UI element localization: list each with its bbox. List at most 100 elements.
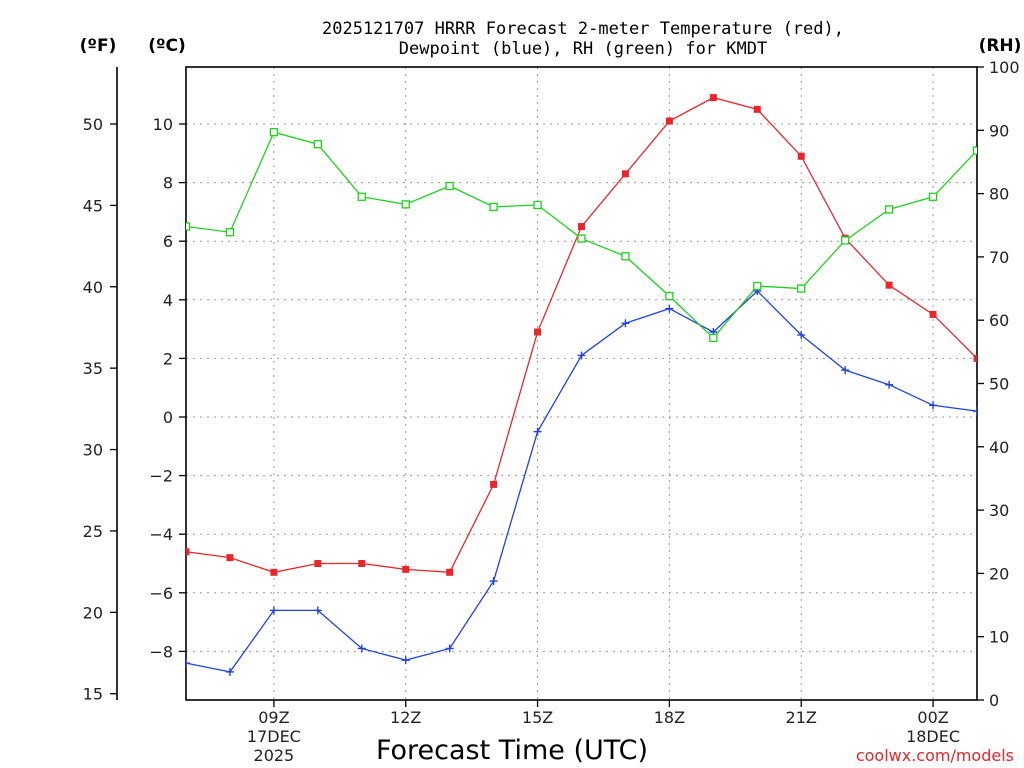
rh-point xyxy=(709,333,718,343)
dewpoint-point xyxy=(269,606,278,615)
tick-labels: 1086420−2−4−6−85045403530252015100908070… xyxy=(83,58,1020,765)
fahrenheit-tick-label: 15 xyxy=(83,685,103,704)
rh-tick-label: 0 xyxy=(989,691,999,710)
temperature-point xyxy=(314,560,322,567)
rh-point xyxy=(665,291,674,301)
rh-tick-label: 100 xyxy=(989,58,1020,77)
x-tick-date-label: 17DEC xyxy=(247,727,301,746)
x-tick-date-label: 18DEC xyxy=(906,727,960,746)
rh-tick-label: 60 xyxy=(989,311,1009,330)
fahrenheit-tick-label: 20 xyxy=(83,603,103,622)
dewpoint-point xyxy=(357,644,366,653)
x-axis-label: Forecast Time (UTC) xyxy=(376,735,648,766)
rh-point xyxy=(186,222,191,231)
dewpoint-point xyxy=(401,656,410,665)
rh-tick-label: 80 xyxy=(989,185,1009,204)
rh-tick-label: 40 xyxy=(989,438,1009,457)
temperature-point xyxy=(446,568,454,576)
rh-point xyxy=(577,234,586,243)
temperature-point xyxy=(973,354,977,362)
x-tick-label: 15Z xyxy=(522,708,553,727)
rh-series xyxy=(186,128,977,343)
grid-lines xyxy=(186,67,977,700)
rh-unit-label: (RH) xyxy=(979,36,1022,56)
temperature-point xyxy=(885,281,893,289)
x-tick-label: 09Z xyxy=(258,708,289,727)
celsius-tick-label: 0 xyxy=(163,408,173,427)
temperature-point xyxy=(226,554,234,562)
rh-point xyxy=(357,192,366,201)
dewpoint-point xyxy=(313,606,322,615)
rh-point xyxy=(313,140,322,149)
rh-point xyxy=(972,146,977,155)
celsius-tick-label: −6 xyxy=(149,584,173,603)
x-tick-label: 12Z xyxy=(390,708,421,727)
temperature-point xyxy=(358,560,366,567)
dewpoint-series xyxy=(186,287,977,676)
celsius-tick-label: −8 xyxy=(149,642,173,661)
dewpoint-point xyxy=(973,407,977,416)
celsius-tick-label: −4 xyxy=(149,525,173,544)
axes xyxy=(116,66,978,701)
temperature-line xyxy=(186,96,977,573)
x-tick-label: 18Z xyxy=(654,708,685,727)
temperature-series xyxy=(186,94,977,576)
temperature-point xyxy=(621,170,629,178)
celsius-tick-label: 10 xyxy=(153,115,173,134)
rh-point xyxy=(841,236,850,245)
temperature-point xyxy=(929,310,937,318)
fahrenheit-tick-label: 45 xyxy=(83,196,103,215)
rh-point xyxy=(533,200,542,210)
plot-frame xyxy=(185,66,978,701)
fahrenheit-tick-label: 30 xyxy=(83,441,103,460)
dewpoint-point xyxy=(577,351,586,360)
data-series xyxy=(186,94,977,676)
celsius-tick-label: 8 xyxy=(163,174,173,193)
fahrenheit-tick-label: 50 xyxy=(83,115,103,134)
x-tick-label: 00Z xyxy=(917,708,948,727)
dewpoint-point xyxy=(445,644,454,653)
dewpoint-point xyxy=(533,427,542,436)
temperature-point xyxy=(578,223,585,231)
x-tick-year-label: 2025 xyxy=(254,746,295,765)
rh-point xyxy=(797,284,806,293)
rh-point xyxy=(401,200,410,209)
fahrenheit-unit-label: (ºF) xyxy=(80,36,117,56)
temperature-point xyxy=(402,565,410,573)
rh-point xyxy=(489,202,498,212)
temperature-point xyxy=(797,152,805,160)
celsius-tick-label: 2 xyxy=(163,349,173,368)
dewpoint-point xyxy=(186,659,190,668)
rh-point xyxy=(445,181,454,191)
credit-text: coolwx.com/models xyxy=(856,746,1014,765)
rh-tick-label: 20 xyxy=(989,564,1009,583)
chart-title-line2: Dewpoint (blue), RH (green) for KMDT xyxy=(399,39,767,59)
dewpoint-point xyxy=(489,577,498,586)
dewpoint-point xyxy=(885,380,894,389)
rh-tick-label: 50 xyxy=(989,375,1009,394)
rh-point xyxy=(225,228,235,237)
rh-point xyxy=(269,128,279,137)
dewpoint-point xyxy=(797,330,806,339)
temperature-point xyxy=(270,568,278,576)
rh-tick-label: 70 xyxy=(989,248,1009,267)
x-tick-label: 21Z xyxy=(786,708,817,727)
temperature-point xyxy=(753,105,761,113)
rh-point xyxy=(753,281,762,291)
dewpoint-point xyxy=(621,319,630,328)
celsius-tick-label: 6 xyxy=(163,232,173,251)
celsius-tick-label: −2 xyxy=(149,467,173,486)
rh-tick-label: 10 xyxy=(989,628,1009,647)
temperature-point xyxy=(186,548,190,556)
temperature-point xyxy=(490,480,498,488)
celsius-tick-label: 4 xyxy=(163,291,173,310)
dewpoint-point xyxy=(929,401,938,410)
rh-tick-label: 30 xyxy=(989,501,1009,520)
dewpoint-line xyxy=(186,290,977,673)
rh-point xyxy=(928,192,938,201)
rh-point xyxy=(884,205,894,214)
celsius-unit-label: (ºC) xyxy=(148,36,186,56)
rh-tick-label: 90 xyxy=(989,121,1009,140)
chart-title-line1: 2025121707 HRRR Forecast 2-meter Tempera… xyxy=(322,19,844,39)
